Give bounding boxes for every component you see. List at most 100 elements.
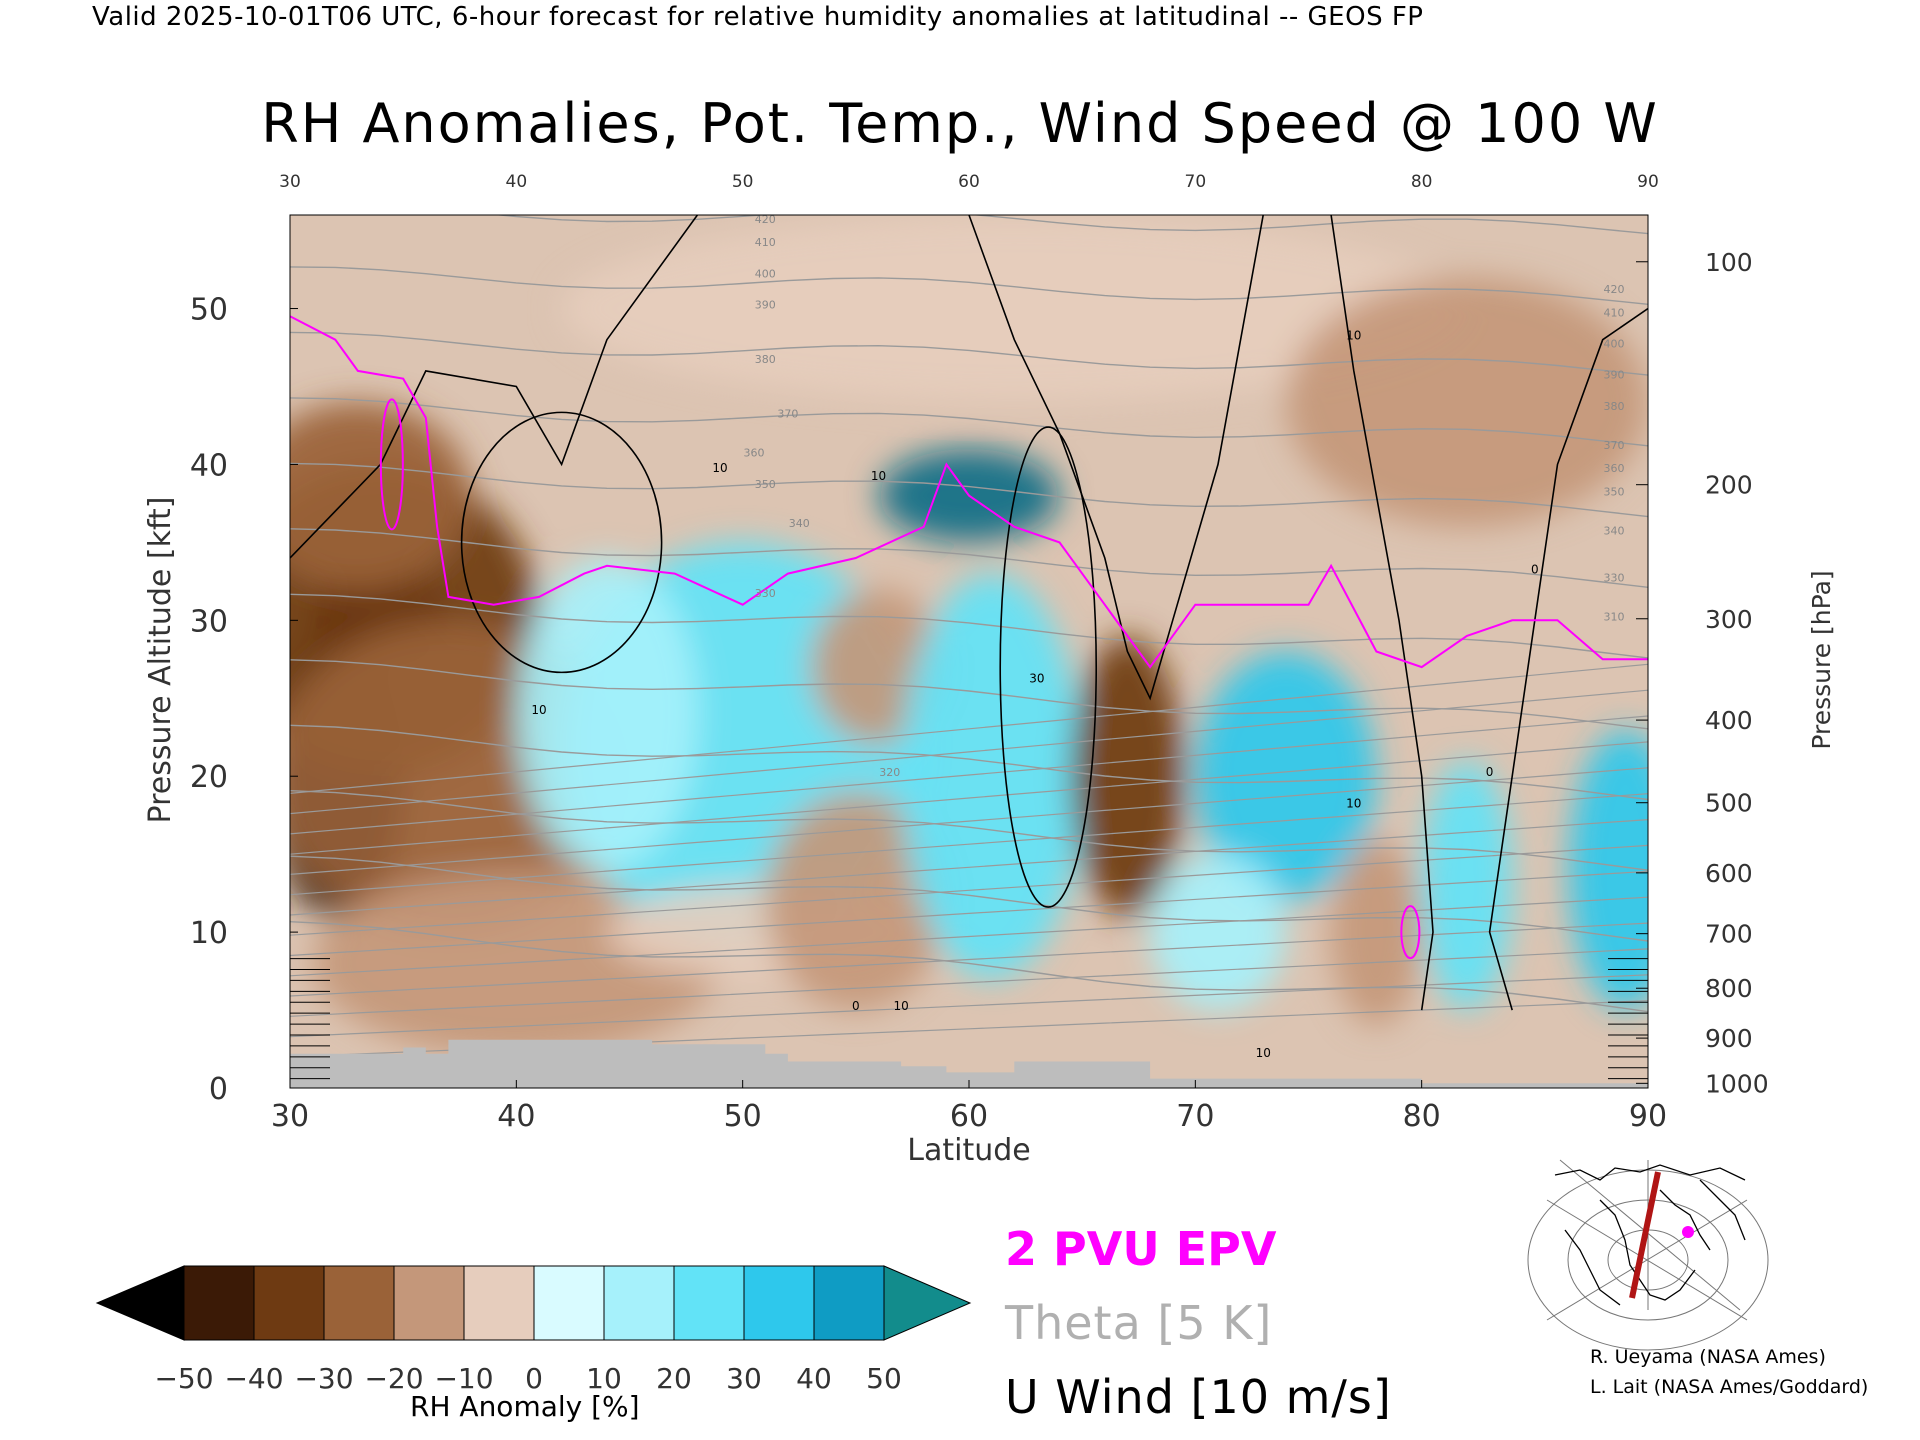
colorbar-bin [393, 1265, 465, 1341]
wind-contour-label: 10 [712, 461, 727, 475]
theta-contour-line [290, 659, 1648, 730]
rh-anomaly-region [1421, 760, 1513, 1011]
pressure-tick-label: 300 [1705, 605, 1753, 634]
colorbar-bin [673, 1265, 745, 1341]
theta-contour-line [290, 593, 1648, 659]
theta-contour-label: 330 [1604, 571, 1625, 584]
x-top-tick-label: 70 [1185, 172, 1207, 192]
y-tick-label: 10 [190, 916, 228, 951]
colorbar-max-arrow [883, 1265, 972, 1341]
theta-contour-line-low [290, 819, 1648, 916]
colorbar-tick-label: −40 [224, 1362, 283, 1395]
colorbar-tick-label: 20 [656, 1362, 692, 1395]
u-wind-contour-loop [460, 411, 663, 674]
pressure-tick-label: 200 [1705, 471, 1753, 500]
theta-contour-label: 360 [743, 447, 764, 460]
colorbar-tick-label: 10 [586, 1362, 622, 1395]
x-top-tick-label: 40 [506, 172, 528, 192]
theta-contour-label: 400 [755, 267, 776, 280]
colorbar-min-arrow [95, 1265, 185, 1341]
x-tick-label: 50 [724, 1099, 762, 1134]
colorbar-tick-label: −10 [434, 1362, 493, 1395]
legend-epv: 2 PVU EPV [1005, 1222, 1277, 1276]
theta-contour-label: 400 [1604, 338, 1625, 351]
cross-section-path [1629, 1171, 1661, 1299]
theta-contour-line-low [290, 715, 1648, 835]
theta-contour-label: 410 [755, 236, 776, 249]
x-top-tick-label: 90 [1637, 172, 1659, 192]
x-top-tick-label: 60 [958, 172, 980, 192]
x-top-tick-label: 80 [1411, 172, 1433, 192]
colorbar-tick-label: 30 [726, 1362, 762, 1395]
terrain [290, 1039, 1648, 1088]
contour-labels: 420 410 400 390 380 370 360 350 340 330 320 420 410 4… [531, 213, 1625, 1060]
epv-2pvu-loop [1400, 905, 1421, 960]
y-tick-label: 40 [190, 448, 228, 483]
rh-anomaly-region [1331, 838, 1422, 1026]
wind-contour-label: 10 [1256, 1046, 1271, 1060]
epv-2pvu-loop [379, 398, 404, 531]
colorbar-bin [323, 1265, 395, 1341]
colorbar-bin [603, 1265, 675, 1341]
x-tick-label: 80 [1403, 1099, 1441, 1134]
rh-anomaly-region [901, 573, 1083, 979]
theta-contour-line-low [290, 922, 1648, 997]
pressure-tick-label: 800 [1705, 974, 1753, 1003]
theta-contour-line [290, 266, 1648, 305]
colorbar-tick-label: −50 [154, 1362, 213, 1395]
y-tick-label: 50 [190, 293, 228, 328]
theta-contour-line-low [290, 896, 1648, 977]
wind-contour-label: 0 [1486, 765, 1494, 779]
colorbar: −50 −40 −30 −20 −10 0 10 20 30 40 50 [95, 1265, 972, 1395]
theta-contour-line [290, 855, 1648, 942]
wind-contour-label: 10 [1346, 796, 1361, 810]
theta-contour-label: 340 [789, 517, 810, 530]
pressure-tick-label: 600 [1705, 859, 1753, 888]
x-tick-label: 30 [271, 1099, 309, 1134]
epv-2pvu-contour [290, 315, 1648, 960]
rh-anomaly-region [290, 402, 472, 590]
x-tick-label: 90 [1629, 1099, 1667, 1134]
rh-anomaly-region [1070, 635, 1185, 917]
inset-map [1527, 1159, 1769, 1351]
chart-title: RH Anomalies, Pot. Temp., Wind Speed @ 1… [261, 92, 1659, 155]
theta-contour-line-low [290, 663, 1648, 794]
terrain-fill [290, 1039, 1648, 1088]
axes: 3030404050506060707080809090010203040501… [143, 172, 1836, 1168]
wind-contour-label: 10 [893, 999, 908, 1013]
colorbar-bin [813, 1265, 885, 1341]
rh-anomaly-region [561, 215, 1467, 403]
rh-anomaly-region [1568, 729, 1648, 1011]
theta-contour-label: 380 [1604, 400, 1625, 413]
x-tick-label: 70 [1176, 1099, 1214, 1134]
u-wind-contour-line [1330, 215, 1434, 1011]
pressure-tick-label: 900 [1705, 1024, 1753, 1053]
map-grid [1527, 1159, 1769, 1351]
u-wind-jet-core [999, 426, 1098, 908]
theta-contour-label: 330 [755, 587, 776, 600]
theta-contours [290, 215, 1648, 1058]
x-axis-label: Latitude [907, 1133, 1030, 1168]
y-tick-label: 20 [190, 760, 228, 795]
theta-contour-label: 420 [1604, 283, 1625, 296]
theta-contour-line [290, 397, 1648, 447]
theta-contour-label: 380 [755, 353, 776, 366]
x-tick-label: 40 [497, 1099, 535, 1134]
y-tick-label: 30 [190, 604, 228, 639]
epv-2pvu-line [290, 315, 1648, 669]
pressure-tick-label: 700 [1705, 920, 1753, 949]
wind-contour-label: 10 [1346, 329, 1361, 343]
wind-contour-label: 0 [852, 999, 860, 1013]
theta-contour-label: 390 [1604, 369, 1625, 382]
colorbar-bin [463, 1265, 535, 1341]
theta-contour-label: 420 [755, 213, 776, 226]
pressure-tick-label: 100 [1705, 248, 1753, 277]
theta-contour-line-low [290, 870, 1648, 957]
wind-contour-label: 0 [1531, 563, 1539, 577]
credit-line-1: R. Ueyama (NASA Ames) [1590, 1346, 1826, 1368]
theta-contour-line-low [290, 741, 1648, 855]
theta-contour-line [290, 528, 1648, 588]
theta-contour-label: 360 [1604, 462, 1625, 475]
theta-contour-label: 410 [1604, 306, 1625, 319]
